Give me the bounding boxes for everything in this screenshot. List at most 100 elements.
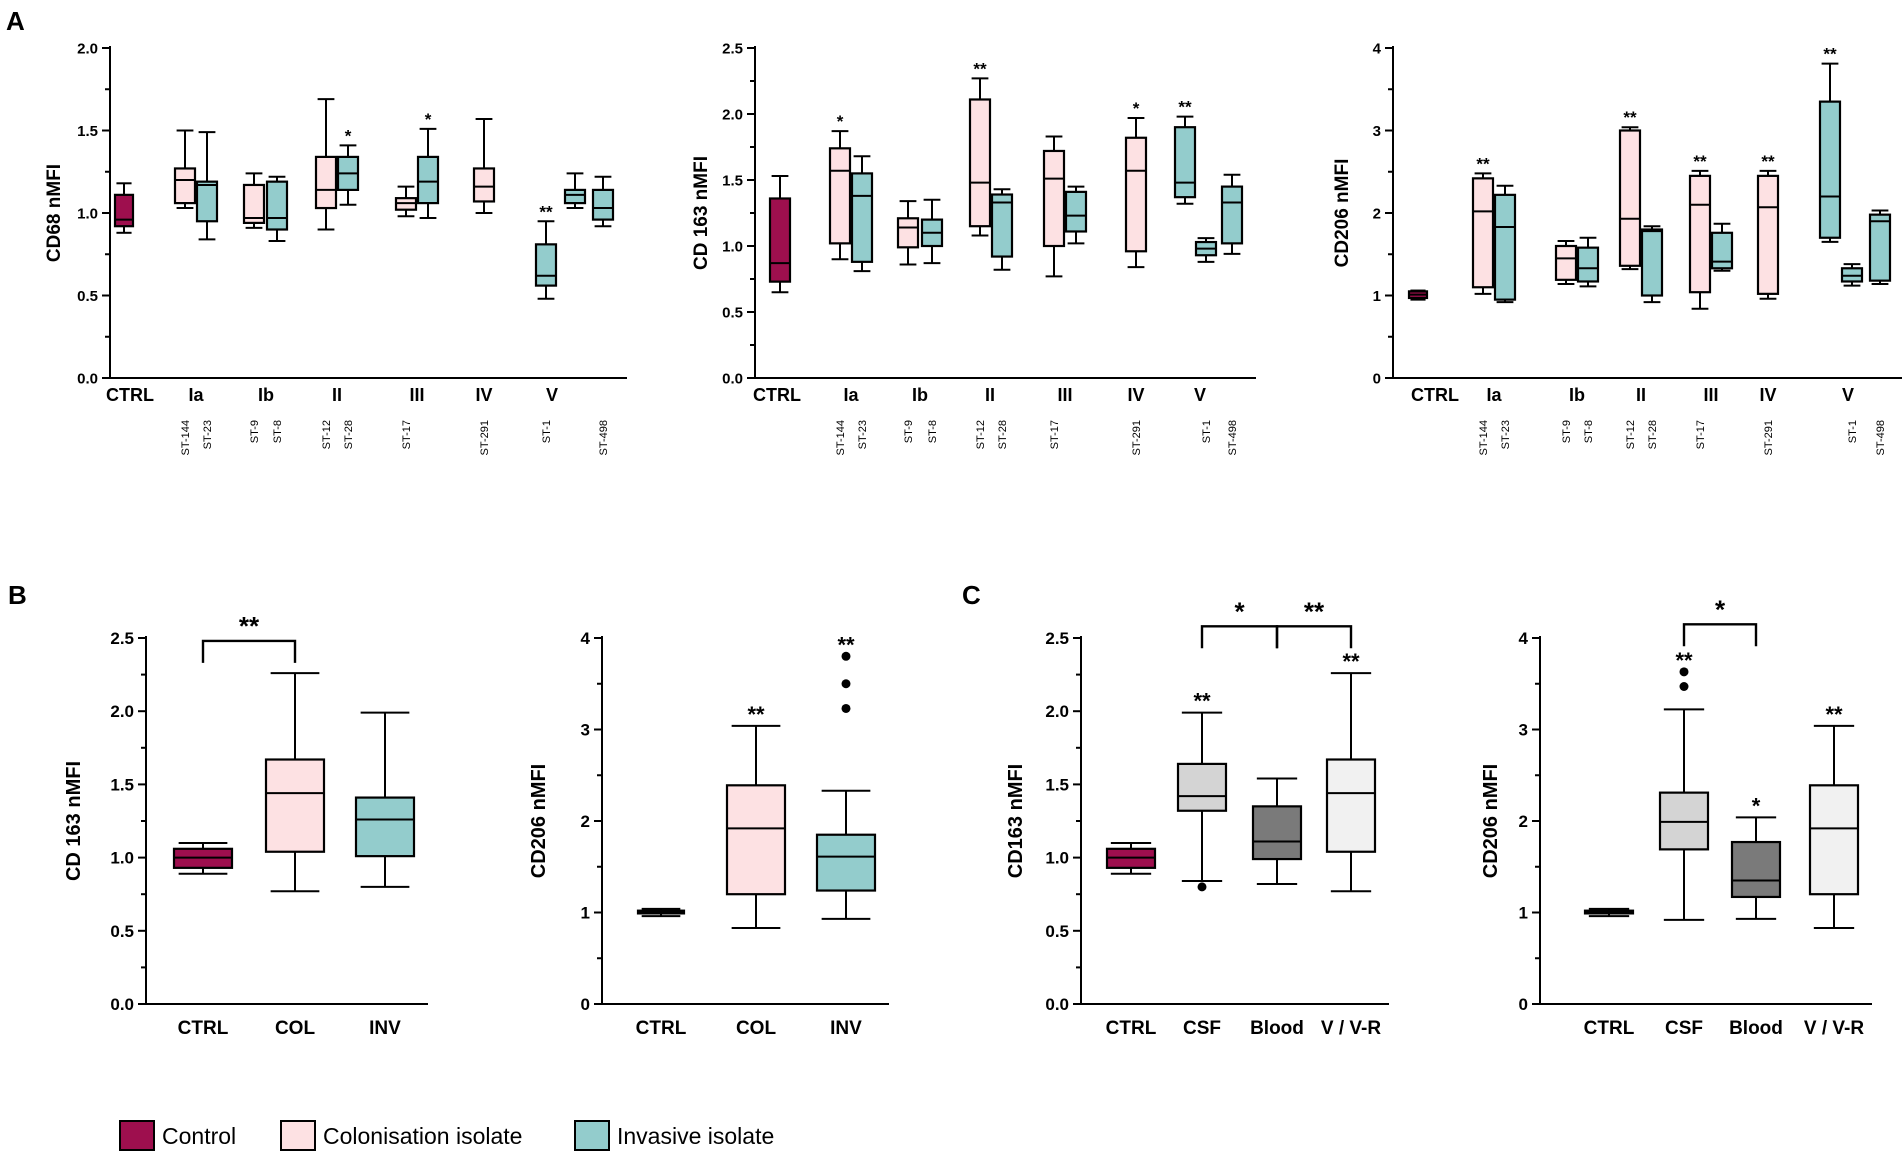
panel-label-c: C	[962, 580, 981, 610]
x-group-label: CTRL	[106, 385, 154, 405]
x-sub-label: ST-28	[343, 420, 355, 449]
x-sub-label: ST-12	[321, 420, 333, 449]
y-tick-label: 0	[1519, 995, 1528, 1014]
outlier-point	[841, 703, 851, 713]
bracket-label: **	[239, 611, 260, 641]
y-tick-label: 1.5	[722, 172, 743, 189]
box-ib	[265, 180, 289, 231]
significance-label: **	[1193, 689, 1211, 714]
box-iv	[1124, 136, 1148, 253]
x-group-label: COL	[275, 1018, 316, 1039]
y-tick-label: 2.0	[722, 106, 743, 123]
x-sub-label: ST-8	[1583, 420, 1595, 443]
y-tick-label: 2.0	[110, 702, 134, 721]
y-tick-label: 1.5	[77, 123, 98, 140]
y-tick-label: 3	[1519, 720, 1528, 739]
box-iv	[472, 167, 496, 203]
y-axis-label: CD206 nMFI	[1480, 764, 1502, 878]
significance-label: **	[1823, 45, 1837, 64]
legend-swatch-colonisation	[280, 1120, 316, 1151]
y-tick-label: 4	[581, 629, 591, 648]
y-tick-label: 1	[1373, 288, 1381, 305]
y-axis-label: CD206 nMFI	[528, 764, 550, 878]
y-tick-label: 0	[1373, 370, 1381, 387]
y-tick-label: 1.0	[1045, 849, 1069, 868]
significance-label: **	[539, 202, 553, 221]
box-ii	[1640, 228, 1664, 297]
box-v	[1173, 126, 1197, 199]
x-sub-label: ST-17	[1049, 420, 1061, 449]
y-tick-label: 2	[1373, 205, 1381, 222]
x-group-label: CTRL	[636, 1018, 687, 1039]
box-v-v-r	[1325, 758, 1377, 853]
x-sub-label: ST-498	[1227, 420, 1239, 455]
y-tick-label: 1.5	[1045, 775, 1069, 794]
box-ia	[1493, 193, 1517, 301]
box-col	[725, 784, 787, 896]
box-col	[264, 758, 326, 853]
outlier-point	[1679, 681, 1689, 691]
x-group-label: V / V-R	[1804, 1018, 1864, 1039]
x-sub-label: ST-1	[1847, 420, 1859, 443]
legend: Control Colonisation isolate Invasive is…	[119, 1120, 774, 1151]
y-tick-label: 4	[1519, 629, 1529, 648]
box-iii	[1042, 149, 1066, 248]
box-iii	[1064, 190, 1088, 233]
x-group-label: IV	[475, 385, 492, 405]
significance-bracket	[1682, 623, 1758, 647]
x-group-label: V	[1194, 385, 1206, 405]
x-group-label: CTRL	[178, 1018, 229, 1039]
x-sub-label: ST-23	[1500, 420, 1512, 449]
x-group-label: Ia	[1486, 385, 1502, 405]
legend-swatch-control	[119, 1120, 155, 1151]
box-v	[591, 188, 615, 221]
y-tick-label: 2.5	[722, 40, 743, 57]
significance-label: *	[425, 110, 432, 129]
bracket-label: **	[1304, 596, 1325, 626]
significance-bracket	[1275, 625, 1353, 649]
significance-label: **	[1675, 648, 1693, 673]
y-tick-label: 1.0	[722, 238, 743, 255]
x-sub-label: ST-12	[975, 420, 987, 449]
x-group-label: INV	[369, 1018, 401, 1039]
x-sub-label: ST-9	[903, 420, 915, 443]
chart-cd163-isolate: 0.0 0.5 1.0 1.5 2.0 2.5 CD 163 nMFI CTRL COL INV *…	[63, 611, 428, 1039]
x-sub-label: ST-498	[598, 420, 610, 455]
x-group-label: Ia	[843, 385, 859, 405]
y-tick-label: 2	[581, 812, 590, 831]
x-sub-label: ST-17	[1695, 420, 1707, 449]
outlier-point	[841, 679, 851, 689]
box-ctrl	[113, 193, 135, 228]
x-sub-label: ST-144	[835, 420, 847, 455]
x-group-label: IV	[1127, 385, 1144, 405]
box-v	[1868, 213, 1892, 282]
significance-label: **	[1476, 154, 1490, 173]
y-tick-label: 1	[1519, 903, 1528, 922]
box-iii	[1710, 231, 1734, 270]
panel-label-a: A	[6, 6, 25, 36]
x-sub-label: ST-23	[202, 420, 214, 449]
x-sub-label: ST-144	[1478, 420, 1490, 455]
y-tick-label: 0.5	[722, 304, 743, 321]
x-group-label: II	[1636, 385, 1646, 405]
x-group-label: CSF	[1183, 1018, 1221, 1039]
box-v-v-r	[1808, 784, 1860, 896]
significance-label: **	[1623, 108, 1637, 127]
box-ii	[314, 155, 338, 210]
y-axis-label: CD163 nMFI	[1005, 764, 1027, 878]
x-group-label: V / V-R	[1321, 1018, 1381, 1039]
x-sub-label: ST-9	[249, 420, 261, 443]
y-axis-label: CD206 nMFI	[1332, 159, 1353, 268]
significance-label: *	[1752, 793, 1761, 818]
outlier-point	[1679, 667, 1689, 677]
x-sub-label: ST-28	[997, 420, 1009, 449]
x-sub-label: ST-12	[1625, 420, 1637, 449]
y-tick-label: 3	[1373, 123, 1381, 140]
x-sub-label: ST-291	[1131, 420, 1143, 455]
significance-label: *	[345, 126, 352, 145]
box-inv	[354, 796, 416, 858]
x-group-label: Ib	[1569, 385, 1585, 405]
box-ii	[990, 193, 1014, 258]
